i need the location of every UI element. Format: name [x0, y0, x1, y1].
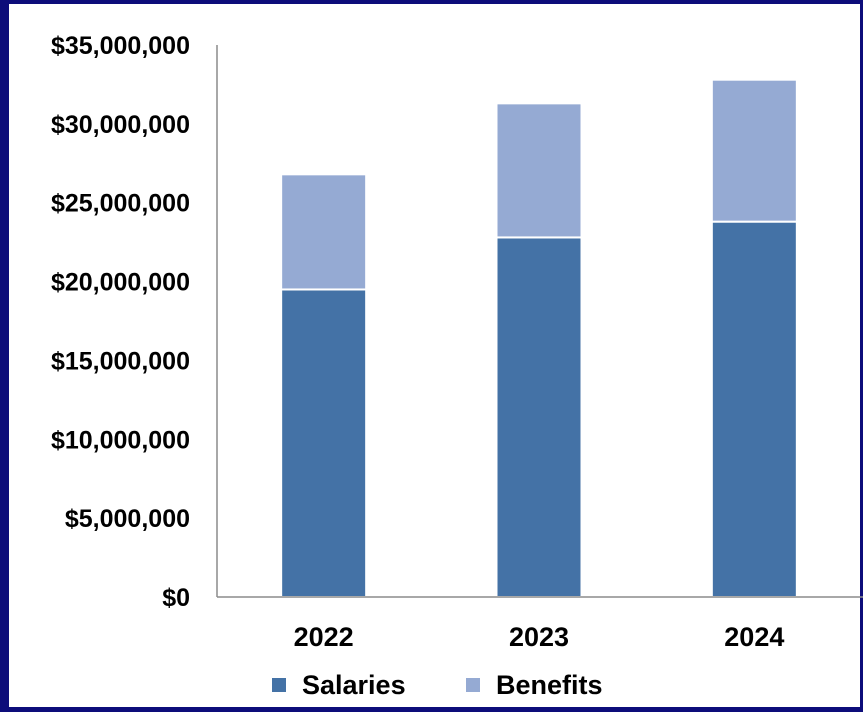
x-axis-ticks: 2022 2023 2024 — [294, 622, 785, 652]
bar-salaries-2022 — [280, 288, 368, 598]
y-tick-label: $5,000,000 — [65, 505, 190, 533]
bar-benefits-2022 — [280, 173, 368, 291]
y-tick-label: $30,000,000 — [51, 111, 190, 139]
x-tick-label: 2022 — [294, 622, 354, 652]
bar-benefits-2024 — [710, 78, 798, 223]
bar-benefits-2023 — [495, 102, 583, 239]
y-tick-label: $15,000,000 — [51, 347, 190, 375]
y-tick-label: $0 — [162, 584, 190, 612]
legend-swatch-salaries — [272, 678, 286, 692]
y-tick-label: $25,000,000 — [51, 190, 190, 218]
bars — [280, 78, 798, 598]
axes — [216, 45, 863, 598]
y-axis-ticks: $0 $5,000,000 $10,000,000 $15,000,000 $20,00… — [51, 32, 190, 612]
bar-salaries-2024 — [710, 220, 798, 598]
legend: Salaries Benefits — [272, 670, 603, 700]
bar-salaries-2023 — [495, 236, 583, 598]
x-tick-label: 2024 — [724, 622, 784, 652]
legend-label-benefits: Benefits — [496, 670, 603, 700]
y-tick-label: $20,000,000 — [51, 269, 190, 297]
legend-label-salaries: Salaries — [302, 670, 406, 700]
y-tick-label: $10,000,000 — [51, 426, 190, 454]
y-tick-label: $35,000,000 — [51, 32, 190, 60]
legend-swatch-benefits — [466, 678, 480, 692]
x-tick-label: 2023 — [509, 622, 569, 652]
